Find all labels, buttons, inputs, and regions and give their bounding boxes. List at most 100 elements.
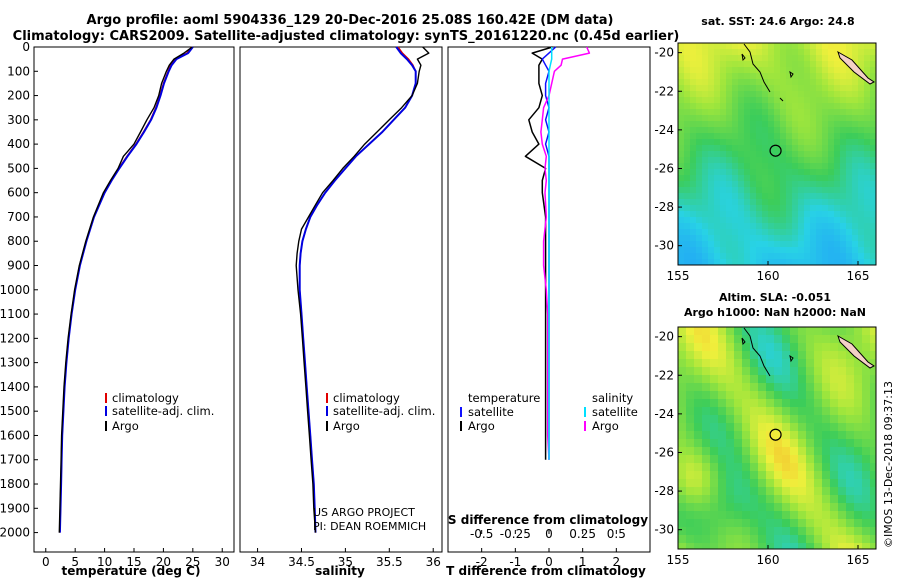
sst-cell <box>696 85 703 92</box>
sst-cell <box>768 187 775 194</box>
series-line-salinity-argo <box>540 46 591 460</box>
sst-cell <box>870 193 876 200</box>
sst-heatmap-cells <box>678 43 876 265</box>
sla-cell <box>854 487 863 496</box>
sla-cell <box>798 431 807 440</box>
sst-cell <box>864 67 871 74</box>
sst-cell <box>822 247 829 254</box>
depth-tick-label: 200 <box>7 89 30 103</box>
sst-cell <box>852 241 859 248</box>
sst-cell <box>726 43 733 50</box>
sst-cell <box>846 133 853 140</box>
sla-cell <box>678 359 687 368</box>
sla-cell <box>678 519 687 528</box>
sst-cell <box>720 223 727 230</box>
sst-cell <box>834 247 841 254</box>
sst-cell <box>738 115 745 122</box>
sla-cell <box>750 423 759 432</box>
sla-cell <box>710 527 719 536</box>
sst-cell <box>732 127 739 134</box>
sst-cell <box>810 127 817 134</box>
sst-cell <box>750 103 757 110</box>
sst-cell <box>834 85 841 92</box>
sst-cell <box>840 103 847 110</box>
sla-cell <box>822 463 831 472</box>
sst-cell <box>732 103 739 110</box>
sst-cell <box>684 145 691 152</box>
sla-cell <box>790 495 799 504</box>
sla-cell <box>838 463 847 472</box>
sst-cell <box>732 85 739 92</box>
sla-cell <box>678 367 687 376</box>
sla-cell <box>694 359 703 368</box>
sla-cell <box>702 327 711 336</box>
sla-cell <box>806 335 815 344</box>
sla-cell <box>838 543 847 549</box>
sst-cell <box>702 67 709 74</box>
sst-cell <box>750 205 757 212</box>
sst-cell <box>840 199 847 206</box>
sla-cell <box>838 423 847 432</box>
t-difference-tick-label: -1 <box>509 555 521 569</box>
sst-cell <box>678 187 685 194</box>
sst-cell <box>762 67 769 74</box>
sst-cell <box>864 127 871 134</box>
sla-cell <box>758 391 767 400</box>
sla-cell <box>718 343 727 352</box>
sla-cell <box>862 399 871 408</box>
sst-cell <box>720 187 727 194</box>
sla-cell <box>814 519 823 528</box>
sst-cell <box>828 235 835 242</box>
sst-cell <box>744 205 751 212</box>
sst-cell <box>834 55 841 62</box>
sla-cell <box>846 375 855 384</box>
sla-cell <box>774 327 783 336</box>
sst-cell <box>786 229 793 236</box>
sla-cell <box>710 487 719 496</box>
sst-cell <box>786 103 793 110</box>
sla-cell <box>830 535 839 544</box>
sst-cell <box>744 187 751 194</box>
sst-cell <box>822 235 829 242</box>
map-y-tick-label: -28 <box>654 200 674 214</box>
sla-cell <box>870 399 876 408</box>
sst-cell <box>744 217 751 224</box>
sst-cell <box>798 259 805 265</box>
sla-cell <box>830 391 839 400</box>
sst-cell <box>702 43 709 50</box>
sst-cell <box>864 211 871 218</box>
sla-cell <box>718 519 727 528</box>
sst-cell <box>804 133 811 140</box>
sst-cell <box>852 157 859 164</box>
sst-cell <box>786 139 793 146</box>
sla-cell <box>814 351 823 360</box>
sla-cell <box>846 455 855 464</box>
sla-cell <box>750 519 759 528</box>
sst-cell <box>816 67 823 74</box>
sst-cell <box>756 157 763 164</box>
sst-cell <box>762 247 769 254</box>
sst-cell <box>810 223 817 230</box>
sst-cell <box>714 235 721 242</box>
sst-cell <box>762 199 769 206</box>
salinity-x-label: salinity <box>315 564 365 578</box>
sst-cell <box>858 115 865 122</box>
sst-cell <box>702 115 709 122</box>
sla-cell <box>814 527 823 536</box>
sst-cell <box>858 169 865 176</box>
series-line-climatology <box>59 46 193 533</box>
sst-cell <box>732 259 739 265</box>
sla-cell <box>798 375 807 384</box>
sst-cell <box>774 97 781 104</box>
sst-cell <box>780 241 787 248</box>
sst-cell <box>798 139 805 146</box>
sst-cell <box>744 85 751 92</box>
sla-cell <box>758 511 767 520</box>
sla-cell <box>694 447 703 456</box>
sla-cell <box>718 335 727 344</box>
sla-cell <box>854 503 863 512</box>
sst-cell <box>714 79 721 86</box>
sst-cell <box>810 205 817 212</box>
sst-cell <box>828 163 835 170</box>
